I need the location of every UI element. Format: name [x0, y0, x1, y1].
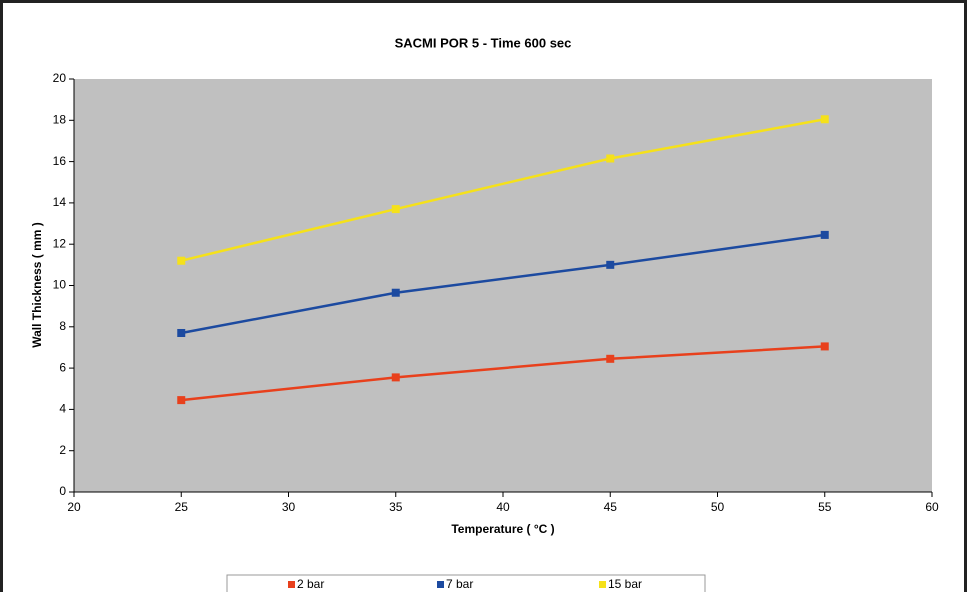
x-tick-label: 35 [389, 500, 403, 514]
y-tick-label: 20 [53, 71, 67, 85]
marker [820, 342, 829, 351]
marker [177, 396, 186, 405]
x-tick-label: 25 [175, 500, 189, 514]
marker [606, 154, 615, 163]
y-tick-label: 10 [53, 278, 67, 292]
legend-box [226, 574, 706, 592]
legend-label: 2 bar [297, 577, 324, 591]
marker [391, 205, 400, 214]
y-axis-label: Wall Thickness ( mm ) [30, 222, 44, 348]
chart-title: SACMI POR 5 - Time 600 sec [395, 35, 572, 50]
marker [820, 230, 829, 239]
x-tick-label: 45 [604, 500, 618, 514]
marker [177, 328, 186, 337]
x-tick-label: 20 [67, 500, 81, 514]
plot-area [74, 79, 932, 492]
x-tick-label: 55 [818, 500, 832, 514]
legend-swatch [599, 581, 606, 588]
series-line [181, 345, 825, 402]
legend-label: 7 bar [446, 577, 473, 591]
y-tick-label: 14 [53, 195, 67, 209]
x-tick-label: 50 [711, 500, 725, 514]
y-tick-label: 0 [59, 484, 66, 498]
marker [391, 373, 400, 382]
y-tick-label: 16 [53, 154, 67, 168]
y-tick-label: 12 [53, 236, 67, 250]
marker [606, 354, 615, 363]
marker [820, 115, 829, 124]
x-axis-label: Temperature ( °C ) [451, 522, 554, 536]
x-tick-label: 60 [925, 500, 939, 514]
y-tick-label: 4 [59, 402, 66, 416]
legend-swatch [437, 581, 444, 588]
y-tick-label: 18 [53, 112, 67, 126]
marker [606, 260, 615, 269]
y-tick-label: 6 [59, 360, 66, 374]
y-tick-label: 2 [59, 443, 66, 457]
marker [177, 256, 186, 265]
series-line [181, 233, 825, 335]
series-line [180, 118, 825, 262]
x-tick-label: 40 [496, 500, 510, 514]
marker [391, 288, 400, 297]
y-tick-label: 8 [59, 319, 66, 333]
x-tick-label: 30 [282, 500, 296, 514]
legend-swatch [288, 581, 295, 588]
legend-label: 15 bar [608, 577, 642, 591]
